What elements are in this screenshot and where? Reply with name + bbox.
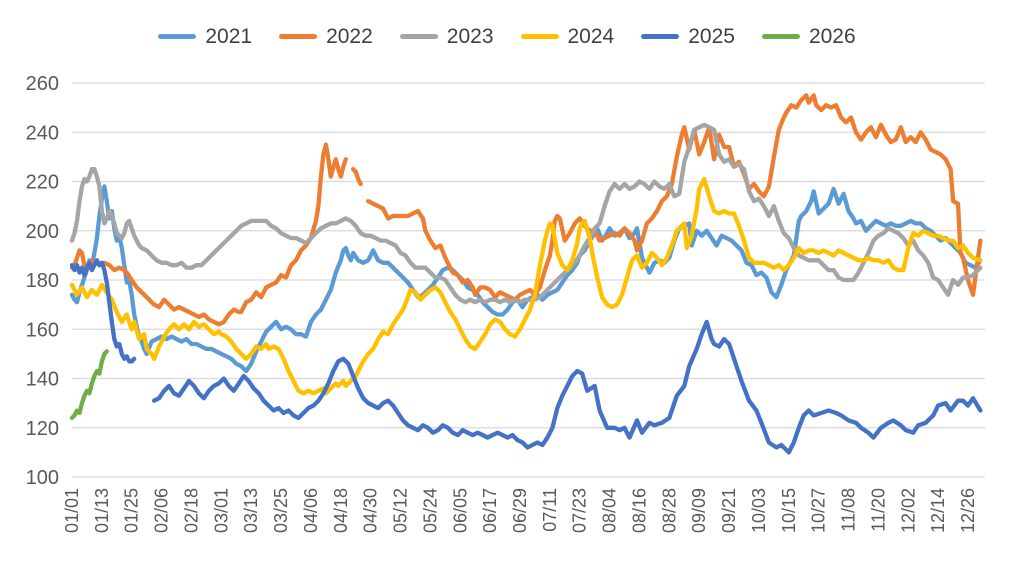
legend-swatch-2025	[641, 34, 680, 39]
series-line-2022	[69, 142, 348, 327]
legend-item-2025: 2025	[641, 26, 735, 47]
x-axis-tick-label: 07/11	[540, 488, 560, 532]
x-axis-tick-label: 12/14	[928, 488, 948, 533]
x-axis-tick-label: 01/01	[62, 488, 82, 533]
x-axis-tick-label: 04/18	[331, 488, 351, 533]
x-axis-tick-label: 11/20	[868, 488, 888, 532]
legend-swatch-2021	[158, 34, 197, 39]
y-axis-tick-label: 160	[26, 319, 59, 341]
x-axis-tick-label: 03/25	[271, 488, 291, 533]
y-axis-tick-label: 240	[26, 122, 59, 144]
y-axis-tick-label: 220	[26, 172, 59, 194]
y-axis-tick-label: 120	[26, 418, 59, 440]
legend-label: 2024	[567, 25, 615, 48]
y-axis-tick-label: 100	[26, 467, 59, 489]
x-axis-tick-label: 05/24	[420, 488, 440, 533]
x-axis-tick-label: 12/26	[958, 488, 978, 533]
legend-swatch-2026	[761, 34, 800, 39]
legend-item-2022: 2022	[279, 26, 373, 47]
series-line-2023	[69, 122, 983, 305]
x-axis-tick-label: 12/02	[898, 488, 918, 533]
x-axis-tick-label: 08/04	[600, 488, 620, 533]
series-line-2022	[366, 93, 983, 302]
x-axis-tick-label: 08/16	[629, 488, 649, 533]
chart-legend: 2021 2022 2023 2024 2025 2026	[0, 26, 1014, 47]
legend-item-2021: 2021	[158, 26, 252, 47]
series-line-2024	[69, 176, 983, 396]
x-axis-tick-label: 06/17	[480, 488, 500, 533]
x-axis-tick-label: 10/15	[779, 488, 799, 533]
y-axis-tick-label: 260	[26, 73, 59, 95]
x-axis-tick-label: 09/21	[719, 488, 739, 533]
y-axis-tick-label: 200	[26, 221, 59, 243]
legend-label: 2026	[808, 25, 856, 48]
x-axis-tick-label: 01/13	[92, 488, 112, 533]
x-axis-tick-label: 05/12	[391, 488, 411, 533]
series-line-2022	[351, 167, 363, 187]
x-axis-tick-label: 04/06	[301, 488, 321, 533]
series-line-2025	[151, 319, 983, 455]
x-axis-tick-label: 03/01	[211, 488, 231, 533]
legend-item-2023: 2023	[399, 25, 494, 48]
x-axis-tick-label: 10/03	[749, 488, 769, 533]
x-axis-tick-label: 11/08	[839, 488, 859, 532]
x-axis-tick-label: 09/09	[689, 488, 709, 533]
series-line-2026	[69, 349, 109, 421]
legend-swatch-2022	[279, 34, 318, 39]
legend-label: 2021	[205, 25, 253, 48]
legend-item-2024: 2024	[520, 25, 615, 48]
x-axis-tick-label: 02/06	[152, 488, 172, 533]
x-axis-tick-label: 06/29	[510, 488, 530, 533]
legend-item-2026: 2026	[761, 25, 856, 48]
series-line-2025	[69, 258, 137, 364]
legend-swatch-2024	[520, 34, 559, 39]
x-axis-tick-label: 04/30	[361, 488, 381, 533]
x-axis-tick-label: 06/05	[450, 488, 470, 533]
x-axis-tick-label: 03/13	[241, 488, 261, 533]
legend-label: 2023	[446, 25, 494, 48]
x-axis-tick-label: 10/27	[809, 488, 829, 533]
y-axis-tick-label: 180	[26, 270, 59, 292]
x-axis-tick-label: 08/28	[659, 488, 679, 533]
series-line-2021	[69, 184, 983, 374]
legend-label: 2022	[326, 25, 373, 48]
x-axis-tick-label: 02/18	[181, 488, 201, 533]
legend-label: 2025	[688, 25, 735, 48]
x-axis-tick-label: 07/23	[570, 488, 590, 533]
y-axis-tick-label: 140	[26, 369, 59, 391]
legend-swatch-2023	[399, 34, 438, 39]
x-axis-tick-label: 01/25	[122, 488, 142, 533]
